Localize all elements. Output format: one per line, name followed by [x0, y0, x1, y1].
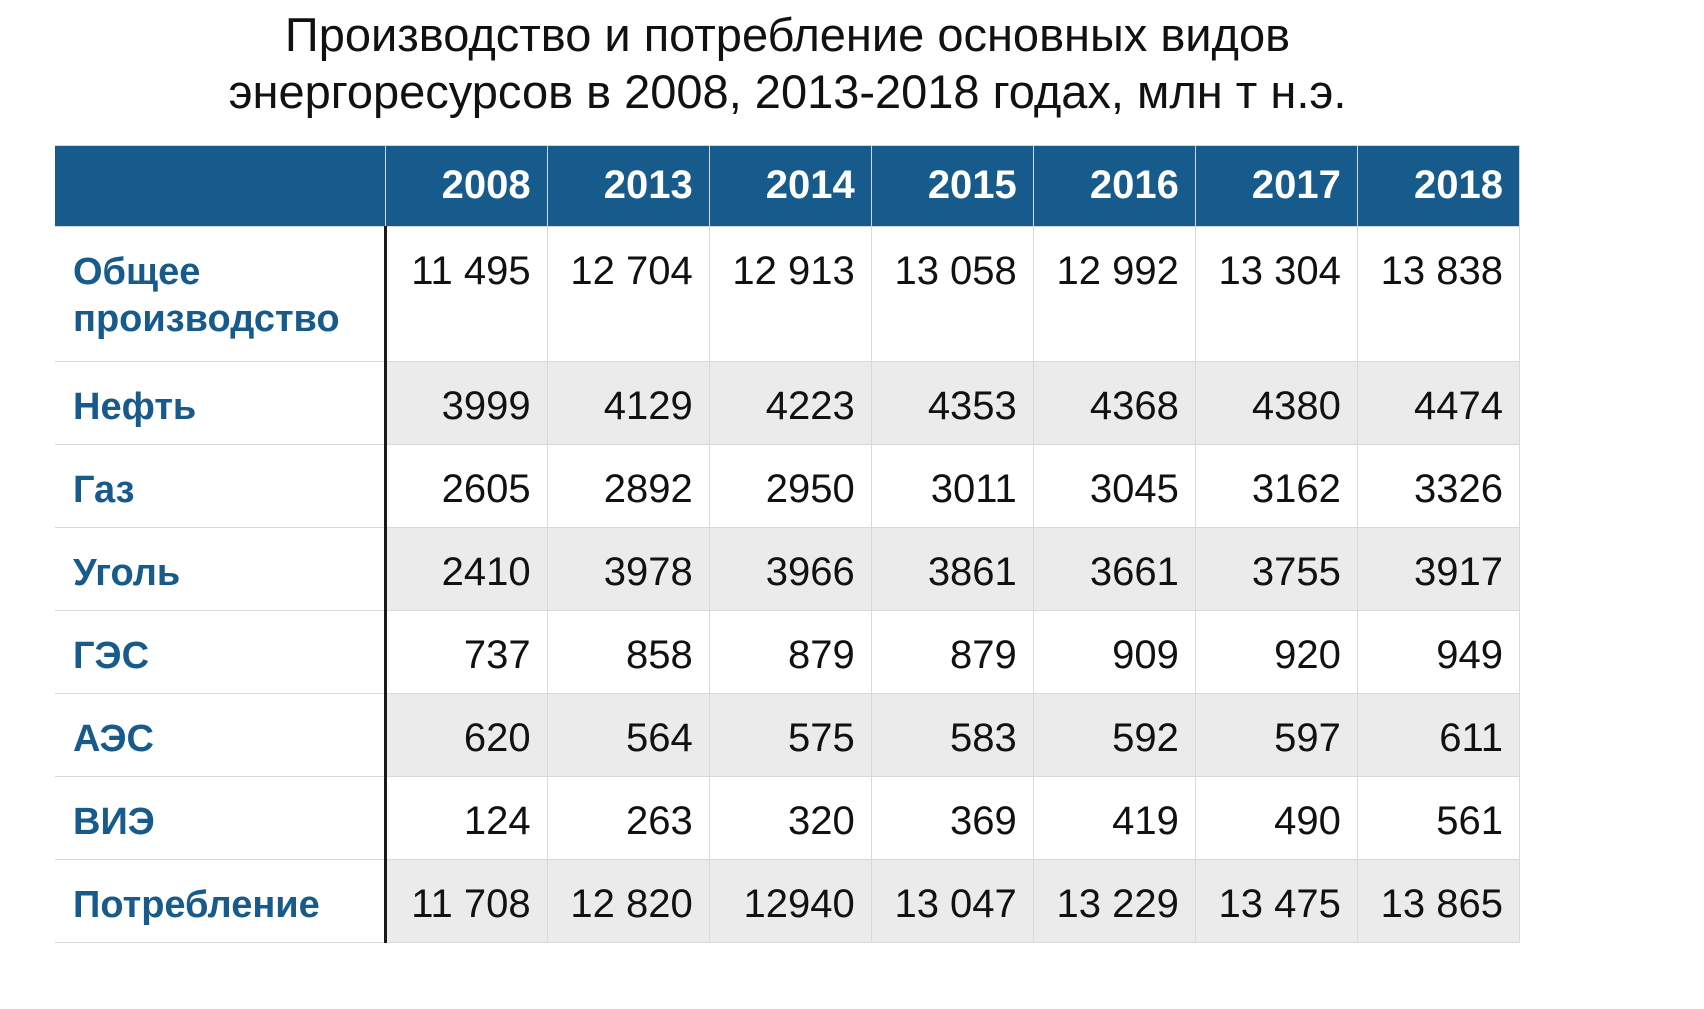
data-cell: 320 [708, 775, 872, 860]
row-label: ГЭС [55, 609, 387, 694]
data-cell: 13 229 [1032, 858, 1196, 943]
data-cell: 3755 [1194, 526, 1358, 611]
data-cell: 369 [870, 775, 1034, 860]
data-cell: 490 [1194, 775, 1358, 860]
data-cell: 4380 [1194, 360, 1358, 445]
data-cell: 3861 [870, 526, 1034, 611]
data-cell: 12 913 [708, 225, 872, 362]
data-cell: 561 [1356, 775, 1521, 860]
data-cell: 2410 [384, 526, 548, 611]
data-cell: 2892 [546, 443, 710, 528]
data-cell: 564 [546, 692, 710, 777]
data-cell: 597 [1194, 692, 1358, 777]
data-cell: 3045 [1032, 443, 1196, 528]
data-cell: 879 [870, 609, 1034, 694]
data-cell: 620 [384, 692, 548, 777]
data-cell: 4353 [870, 360, 1034, 445]
data-cell: 909 [1032, 609, 1196, 694]
data-cell: 920 [1194, 609, 1358, 694]
column-header: 2013 [546, 144, 710, 227]
title-line-1: Производство и потребление основных видо… [284, 8, 1291, 61]
data-cell: 3917 [1356, 526, 1521, 611]
data-cell: 13 838 [1356, 225, 1521, 362]
column-header: 2014 [708, 144, 872, 227]
data-cell: 11 495 [384, 225, 548, 362]
data-cell: 611 [1356, 692, 1521, 777]
data-cell: 263 [546, 775, 710, 860]
data-cell: 13 304 [1194, 225, 1358, 362]
data-cell: 583 [870, 692, 1034, 777]
data-cell: 4474 [1356, 360, 1521, 445]
data-cell: 419 [1032, 775, 1196, 860]
row-label: Газ [55, 443, 387, 528]
data-cell: 3978 [546, 526, 710, 611]
data-cell: 3162 [1194, 443, 1358, 528]
data-cell: 2950 [708, 443, 872, 528]
column-header: 2015 [870, 144, 1034, 227]
data-cell: 879 [708, 609, 872, 694]
data-cell: 4223 [708, 360, 872, 445]
data-cell: 13 475 [1194, 858, 1358, 943]
row-label: Уголь [55, 526, 387, 611]
data-cell: 575 [708, 692, 872, 777]
row-label: ВИЭ [55, 775, 387, 860]
table-row: Нефть 3999 4129 4223 4353 4368 4380 4474 [55, 360, 1521, 445]
data-cell: 12 704 [546, 225, 710, 362]
table-row: Общее производство 11 495 12 704 12 913 … [55, 225, 1521, 362]
data-cell: 11 708 [384, 858, 548, 943]
row-label: Общее производство [55, 225, 387, 362]
data-cell: 949 [1356, 609, 1521, 694]
page-title: Производство и потребление основных видо… [55, 6, 1520, 121]
table-row: Потребление 11 708 12 820 12940 13 047 1… [55, 858, 1521, 943]
energy-table: 2008 2013 2014 2015 2016 2017 2018 Общее… [55, 144, 1521, 943]
data-cell: 737 [384, 609, 548, 694]
row-label: Потребление [55, 858, 387, 943]
row-label: АЭС [55, 692, 387, 777]
row-label: Нефть [55, 360, 387, 445]
data-cell: 3966 [708, 526, 872, 611]
table-row: Уголь 2410 3978 3966 3861 3661 3755 3917 [55, 526, 1521, 611]
data-cell: 4368 [1032, 360, 1196, 445]
content-area: Производство и потребление основных видо… [55, 0, 1521, 943]
corner-cell [55, 144, 386, 227]
data-cell: 12 992 [1032, 225, 1196, 362]
column-header: 2008 [384, 144, 548, 227]
column-header: 2017 [1194, 144, 1358, 227]
data-cell: 3661 [1032, 526, 1196, 611]
title-line-2: энергоресурсов в 2008, 2013-2018 годах, … [228, 65, 1347, 119]
data-cell: 858 [546, 609, 710, 694]
data-cell: 3326 [1356, 443, 1521, 528]
table-row: ГЭС 737 858 879 879 909 920 949 [55, 609, 1521, 694]
data-cell: 13 865 [1356, 858, 1521, 943]
data-cell: 592 [1032, 692, 1196, 777]
data-cell: 2605 [384, 443, 548, 528]
column-header: 2018 [1356, 144, 1521, 227]
data-cell: 12940 [708, 858, 872, 943]
table-row: АЭС 620 564 575 583 592 597 611 [55, 692, 1521, 777]
data-cell: 13 058 [870, 225, 1034, 362]
column-header: 2016 [1032, 144, 1196, 227]
table-row: Газ 2605 2892 2950 3011 3045 3162 3326 [55, 443, 1521, 528]
table-header-row: 2008 2013 2014 2015 2016 2017 2018 [55, 144, 1521, 227]
data-cell: 13 047 [870, 858, 1034, 943]
data-cell: 3011 [870, 443, 1034, 528]
data-cell: 124 [384, 775, 548, 860]
data-cell: 3999 [384, 360, 548, 445]
table-row: ВИЭ 124 263 320 369 419 490 561 [55, 775, 1521, 860]
data-cell: 12 820 [546, 858, 710, 943]
data-cell: 4129 [546, 360, 710, 445]
